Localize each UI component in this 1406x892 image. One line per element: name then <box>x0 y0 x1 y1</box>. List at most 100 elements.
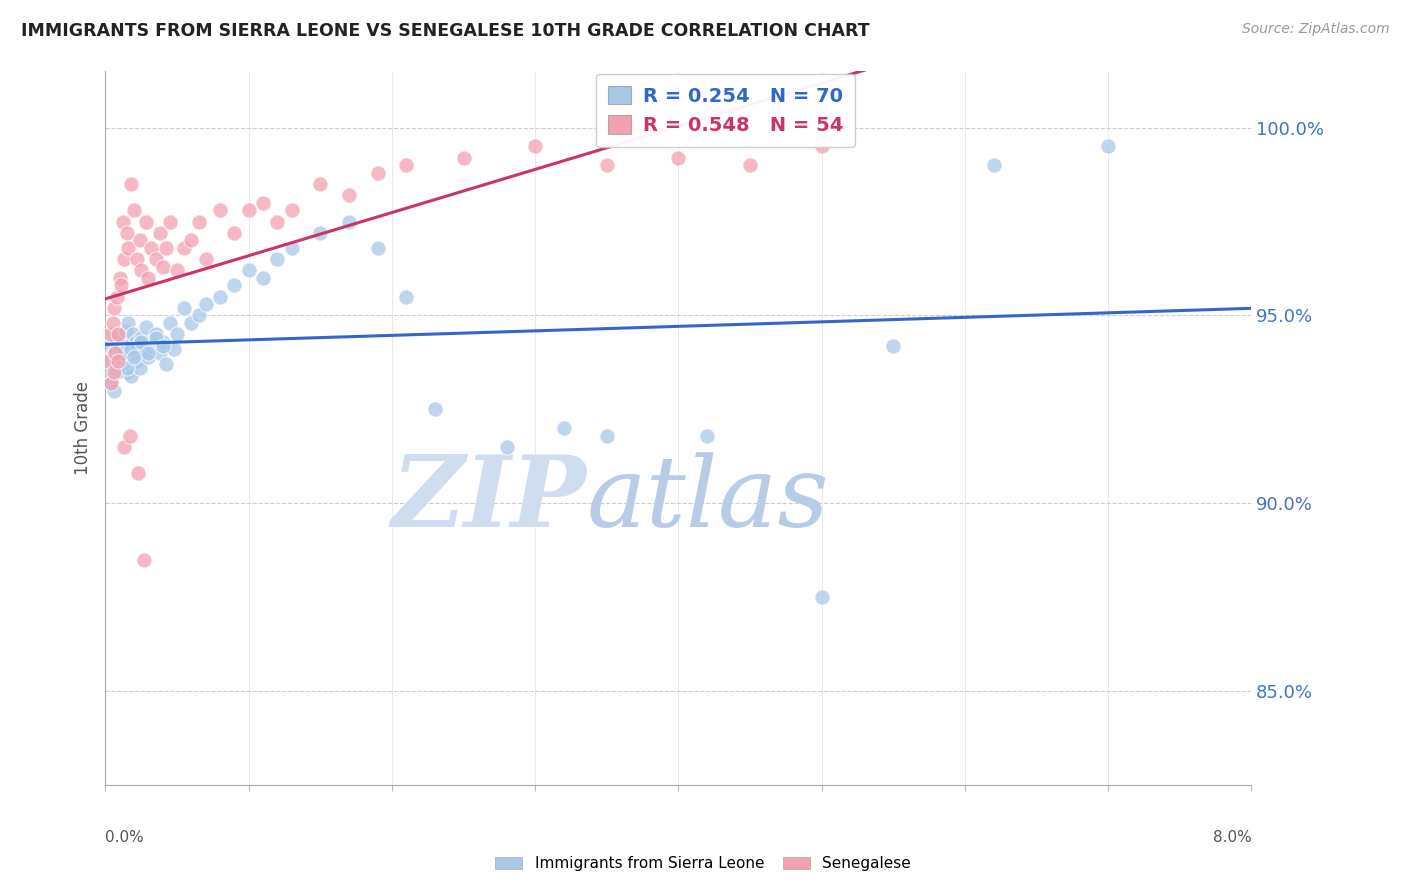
Point <box>141 241 163 255</box>
Point <box>128 361 150 376</box>
Point <box>696 428 718 442</box>
Point <box>145 327 167 342</box>
Point <box>97 353 120 368</box>
Point <box>107 350 129 364</box>
Point <box>115 361 138 376</box>
Point <box>125 252 148 267</box>
Point <box>103 384 125 398</box>
Point <box>111 346 134 360</box>
Point <box>252 271 274 285</box>
Point <box>152 260 174 274</box>
Text: atlas: atlas <box>586 452 830 547</box>
Point <box>1097 139 1119 153</box>
Point <box>337 188 360 202</box>
Point <box>180 316 202 330</box>
Point <box>135 319 157 334</box>
Point <box>112 440 135 454</box>
Point <box>145 252 167 267</box>
Point <box>114 324 136 338</box>
Point <box>112 252 135 267</box>
Point <box>127 338 149 352</box>
Point <box>187 309 209 323</box>
Point <box>112 346 135 360</box>
Point <box>107 327 129 342</box>
Point <box>138 346 160 360</box>
Point <box>983 158 1005 172</box>
Point <box>367 241 389 255</box>
Point <box>97 365 120 379</box>
Point <box>110 278 132 293</box>
Point <box>194 252 217 267</box>
Point <box>135 214 157 228</box>
Point <box>104 346 127 360</box>
Point <box>138 271 160 285</box>
Point <box>395 158 418 172</box>
Point <box>98 338 121 352</box>
Point <box>129 263 152 277</box>
Point <box>159 316 181 330</box>
Point <box>115 226 138 240</box>
Point <box>122 346 145 360</box>
Point <box>129 331 152 345</box>
Point <box>166 327 188 342</box>
Point <box>118 338 141 352</box>
Point <box>121 327 143 342</box>
Point <box>524 139 547 153</box>
Point <box>180 233 202 247</box>
Point <box>100 353 122 368</box>
Legend: Immigrants from Sierra Leone, Senegalese: Immigrants from Sierra Leone, Senegalese <box>489 850 917 877</box>
Point <box>159 214 181 228</box>
Point <box>105 334 128 349</box>
Point <box>238 263 260 277</box>
Point <box>596 158 619 172</box>
Point <box>155 241 177 255</box>
Legend: R = 0.254   N = 70, R = 0.548   N = 54: R = 0.254 N = 70, R = 0.548 N = 54 <box>596 74 855 147</box>
Point <box>280 241 302 255</box>
Point <box>280 203 302 218</box>
Point <box>101 327 124 342</box>
Point <box>103 346 125 360</box>
Point <box>224 226 246 240</box>
Point <box>111 357 134 371</box>
Text: 8.0%: 8.0% <box>1212 830 1251 845</box>
Point <box>104 361 127 376</box>
Point <box>103 365 125 379</box>
Point <box>100 376 122 390</box>
Point <box>810 590 832 604</box>
Point <box>173 241 195 255</box>
Point <box>238 203 260 218</box>
Point <box>100 376 122 390</box>
Point <box>337 214 360 228</box>
Point <box>810 139 832 153</box>
Point <box>309 226 332 240</box>
Point <box>120 343 142 357</box>
Point <box>125 353 148 368</box>
Point <box>111 214 134 228</box>
Point <box>129 334 152 349</box>
Point <box>152 334 174 349</box>
Point <box>122 350 145 364</box>
Point <box>209 203 232 218</box>
Text: ZIP: ZIP <box>392 451 586 548</box>
Point <box>141 338 163 352</box>
Point <box>266 252 288 267</box>
Point <box>553 421 575 435</box>
Point <box>173 301 195 315</box>
Point <box>187 214 209 228</box>
Point <box>117 241 139 255</box>
Point <box>666 151 689 165</box>
Point <box>103 301 125 315</box>
Point <box>101 316 124 330</box>
Point <box>163 343 186 357</box>
Point <box>367 166 389 180</box>
Point <box>118 428 141 442</box>
Point <box>124 334 146 349</box>
Point <box>149 226 172 240</box>
Point <box>131 343 153 357</box>
Point <box>209 290 232 304</box>
Point <box>309 177 332 191</box>
Point <box>395 290 418 304</box>
Point <box>166 263 188 277</box>
Point <box>105 365 128 379</box>
Point <box>738 158 761 172</box>
